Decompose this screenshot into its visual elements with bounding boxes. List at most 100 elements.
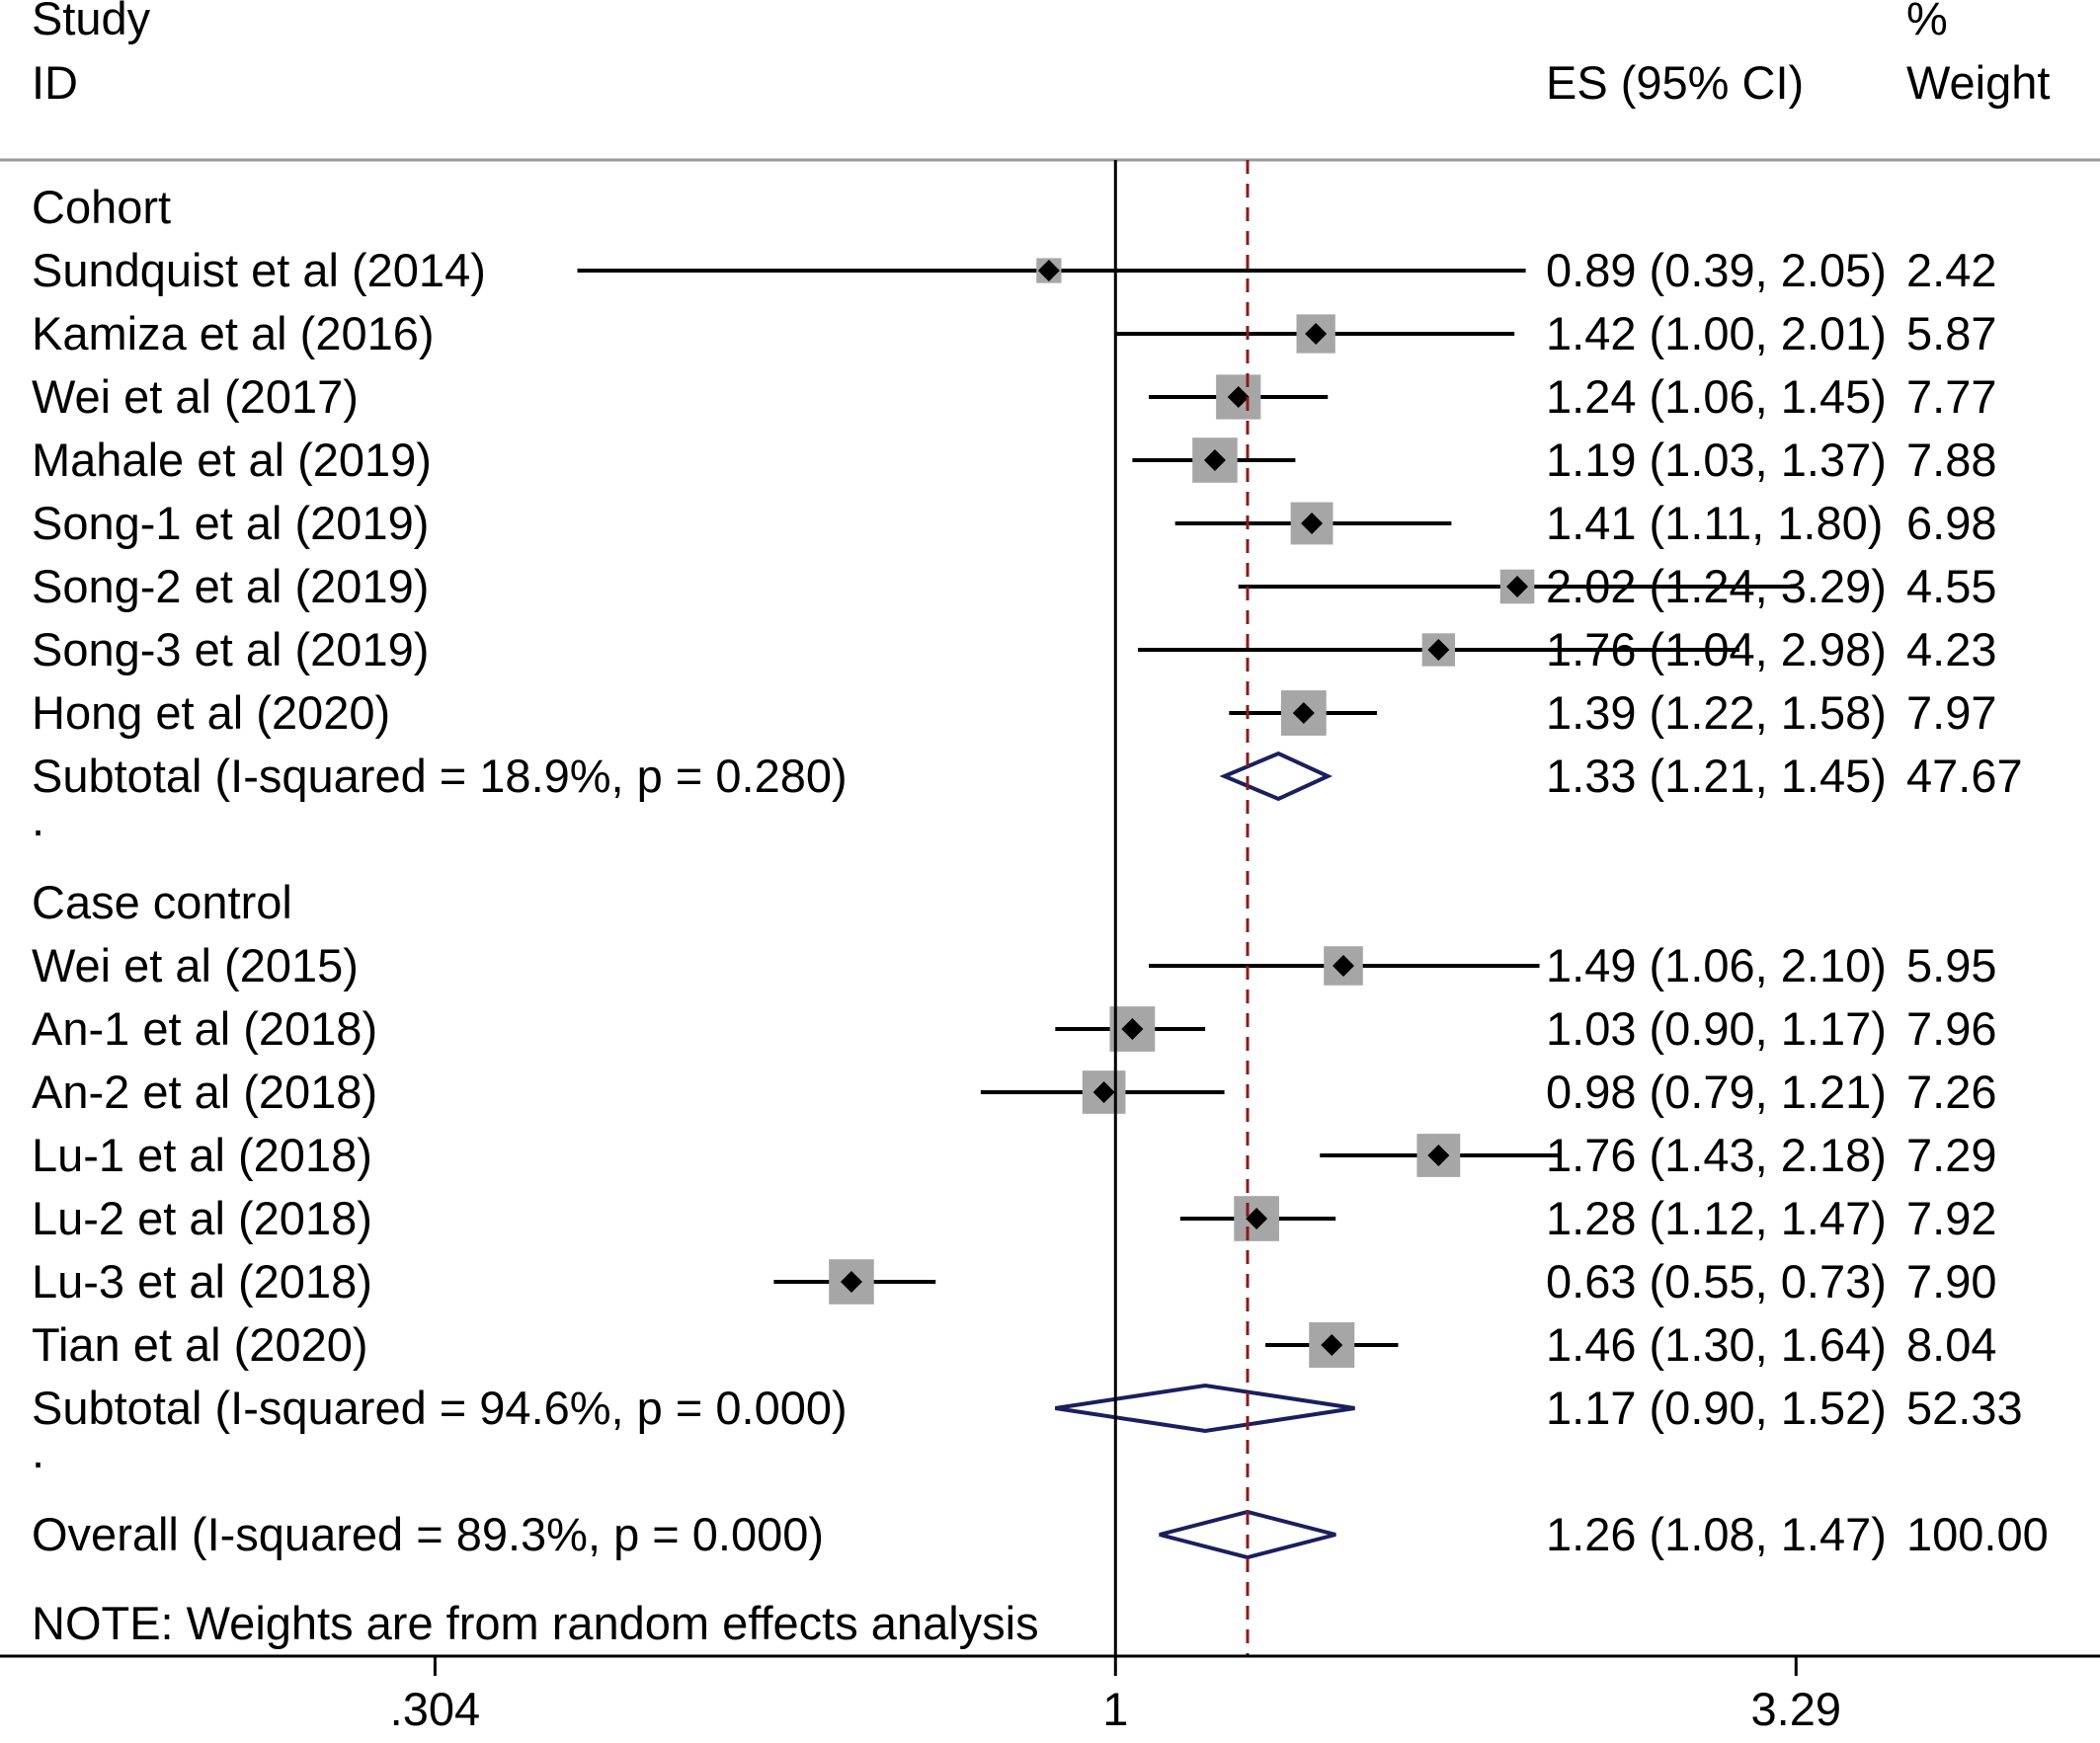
header: Study ID ES (95% CI) % Weight [0,0,2100,162]
weight-text: 7.26 [1906,1066,1996,1118]
point-estimate [1246,1208,1268,1229]
effect-size-text: 1.49 (1.06, 2.10) [1546,939,1887,991]
point-estimate [1506,576,1529,597]
effect-size-text: 1.41 (1.11, 1.80) [1546,497,1883,549]
row-study: An-1 et al (2018) 1.03 (0.90, 1.17) 7.96 [32,1002,1996,1055]
row-study: Sundquist et al (2014) 0.89 (0.39, 2.05) 2… [32,244,1996,296]
weight-text: 100.00 [1906,1508,2049,1560]
spacer-dot: . [32,1425,44,1477]
header-study: Study [32,0,151,44]
study-label: Lu-1 et al (2018) [32,1129,372,1181]
effect-size-text: 1.42 (1.00, 2.01) [1546,307,1887,359]
effect-size-text: 1.46 (1.30, 1.64) [1546,1318,1887,1371]
study-label: Lu-2 et al (2018) [32,1192,372,1244]
study-label: An-2 et al (2018) [32,1066,377,1118]
row-study: Song-3 et al (2019) 1.76 (1.04, 2.98) 4.23 [32,623,1996,675]
point-estimate [1121,1018,1144,1040]
study-label: Sundquist et al (2014) [32,244,486,296]
weights-note: NOTE: Weights are from random effects an… [32,1597,1039,1649]
row-subtotal: Subtotal (I-squared = 94.6%, p = 0.000) 1… [32,1382,2023,1434]
row-group: Cohort [32,181,171,233]
row-spacer: . [32,1425,44,1477]
weight-text: 2.42 [1906,244,1996,296]
study-label: Tian et al (2020) [32,1318,368,1371]
effect-size-text: 1.19 (1.03, 1.37) [1546,434,1887,486]
weight-text: 7.29 [1906,1129,1996,1181]
study-label: Wei et al (2017) [32,370,359,423]
point-estimate [1292,702,1315,724]
effect-size-text: 1.24 (1.06, 1.45) [1546,370,1887,423]
study-label: Mahale et al (2019) [32,434,432,486]
study-label: Song-1 et al (2019) [32,497,429,549]
point-estimate [1427,1145,1450,1166]
weight-text: 7.77 [1906,370,1996,423]
point-estimate [1092,1081,1115,1103]
header-es: ES (95% CI) [1546,56,1804,109]
weight-text: 4.55 [1906,560,1996,612]
group-label: Cohort [32,181,171,233]
study-label: Wei et al (2015) [32,939,359,991]
group-label: Case control [32,876,292,928]
effect-size-text: 1.26 (1.08, 1.47) [1546,1508,1887,1560]
effect-size-text: 0.98 (0.79, 1.21) [1546,1066,1887,1118]
study-label: Song-2 et al (2019) [32,560,429,612]
weight-text: 52.33 [1906,1382,2023,1434]
effect-size-text: 1.03 (0.90, 1.17) [1546,1002,1887,1055]
spacer-dot: . [32,793,44,845]
effect-size-text: 1.17 (0.90, 1.52) [1546,1382,1887,1434]
study-label: An-1 et al (2018) [32,1002,377,1055]
point-estimate [1203,449,1226,471]
weight-text: 7.92 [1906,1192,1996,1244]
overall-label: Overall (I-squared = 89.3%, p = 0.000) [32,1508,824,1560]
weight-text: 47.67 [1906,750,2023,802]
subtotal-label: Subtotal (I-squared = 94.6%, p = 0.000) [32,1382,848,1434]
weight-text: 4.23 [1906,623,1996,675]
subtotal-label: Subtotal (I-squared = 18.9%, p = 0.280) [32,750,848,802]
point-estimate [1227,386,1250,408]
row-study: Hong et al (2020) 1.39 (1.22, 1.58) 7.97 [32,686,1996,739]
effect-size-text: 1.28 (1.12, 1.47) [1546,1192,1887,1244]
row-study: Lu-1 et al (2018) 1.76 (1.43, 2.18) 7.29 [32,1129,1996,1181]
x-tick-label: 1 [1102,1683,1128,1735]
row-study: Lu-3 et al (2018) 0.63 (0.55, 0.73) 7.90 [32,1255,1996,1307]
header-weight: Weight [1906,56,2050,109]
point-estimate [1301,513,1324,534]
x-tick-label: 3.29 [1751,1683,1841,1735]
study-label: Song-3 et al (2019) [32,623,429,675]
x-axis: .304 1 3.29 [0,1654,2100,1735]
weight-text: 7.88 [1906,434,1996,486]
point-estimate [1427,639,1450,661]
row-overall: Overall (I-squared = 89.3%, p = 0.000) 1.… [32,1508,2049,1560]
study-label: Lu-3 et al (2018) [32,1255,372,1307]
row-study: Song-2 et al (2019) 2.02 (1.24, 3.29) 4.55 [32,560,1996,612]
header-id: ID [32,56,78,109]
x-tick-label: .304 [390,1683,480,1735]
rows: Cohort Sundquist et al (2014) 0.89 (0.39, … [32,181,2049,1560]
weight-text: 7.97 [1906,686,1996,739]
weight-text: 5.87 [1906,307,1996,359]
point-estimate [1333,955,1355,977]
pooled-diamond [1219,751,1333,802]
effect-size-text: 1.33 (1.21, 1.45) [1546,750,1887,802]
point-estimate [1305,323,1328,345]
effect-size-text: 1.39 (1.22, 1.58) [1546,686,1887,739]
weight-text: 7.90 [1906,1255,1996,1307]
pooled-diamond [1159,1509,1336,1560]
row-study: Kamiza et al (2016) 1.42 (1.00, 2.01) 5.87 [32,307,1996,359]
weight-text: 8.04 [1906,1318,1996,1371]
reference-lines [1113,160,1250,1656]
effect-size-text: 0.89 (0.39, 2.05) [1546,244,1887,296]
study-label: Kamiza et al (2016) [32,307,435,359]
row-study: Song-1 et al (2019) 1.41 (1.11, 1.80) 6.98 [32,497,1996,549]
row-subtotal: Subtotal (I-squared = 18.9%, p = 0.280) 1… [32,750,2023,802]
effect-size-text: 1.76 (1.43, 2.18) [1546,1129,1887,1181]
study-label: Hong et al (2020) [32,686,390,739]
row-study: Lu-2 et al (2018) 1.28 (1.12, 1.47) 7.92 [32,1192,1996,1244]
row-group: Case control [32,876,292,928]
pooled-diamond [1055,1383,1355,1434]
header-weight-percent: % [1906,0,1948,44]
row-study: Tian et al (2020) 1.46 (1.30, 1.64) 8.04 [32,1318,1996,1371]
weight-text: 5.95 [1906,939,1996,991]
point-estimate [1037,260,1060,281]
